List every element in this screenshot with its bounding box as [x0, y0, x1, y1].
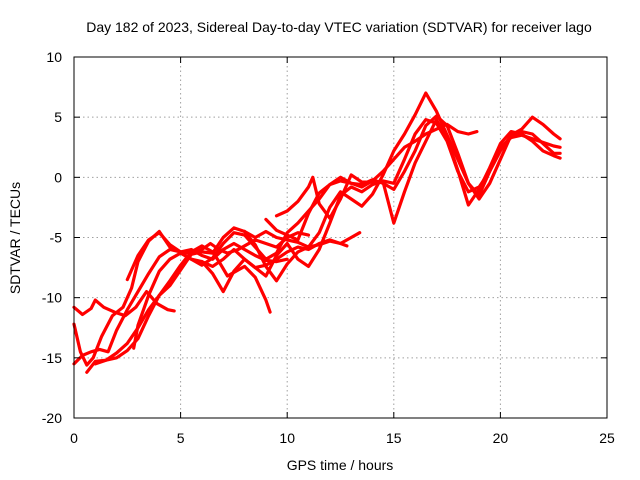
- series-line-arc-9: [243, 91, 562, 283]
- y-tick-label: -5: [50, 230, 63, 246]
- y-tick-label: -15: [42, 350, 62, 366]
- y-axis-label: SDTVAR / TECUs: [7, 182, 23, 294]
- series-line-arc-3: [72, 241, 289, 366]
- x-tick-label: 20: [493, 430, 509, 446]
- x-tick-label: 0: [70, 430, 78, 446]
- y-tick-label: -10: [42, 290, 62, 306]
- series-line-arc-7: [125, 122, 479, 282]
- series-line-arc-5: [93, 244, 272, 366]
- y-tick-label: 0: [54, 169, 62, 185]
- x-tick-label: 5: [177, 430, 185, 446]
- x-tick-label: 10: [279, 430, 295, 446]
- series-line-arc-2: [72, 229, 311, 367]
- chart-title: Day 182 of 2023, Sidereal Day-to-day VTE…: [86, 19, 592, 35]
- x-tick-label: 15: [386, 430, 402, 446]
- y-tick-label: -20: [42, 410, 62, 426]
- y-tick-label: 10: [46, 49, 62, 65]
- series-line-arc-6: [132, 238, 349, 350]
- x-axis-label: GPS time / hours: [287, 457, 394, 473]
- axis-ticks: 0 5 10 15 20 25 -20 -15 -10 -5 0 5 10: [42, 49, 615, 446]
- x-tick-label: 25: [599, 430, 615, 446]
- series-layer: [72, 91, 562, 374]
- y-tick-label: 5: [54, 109, 62, 125]
- series-line-arc-10: [264, 114, 562, 242]
- series-line-arc-11: [274, 118, 562, 225]
- series-line-arc-1: [72, 290, 176, 318]
